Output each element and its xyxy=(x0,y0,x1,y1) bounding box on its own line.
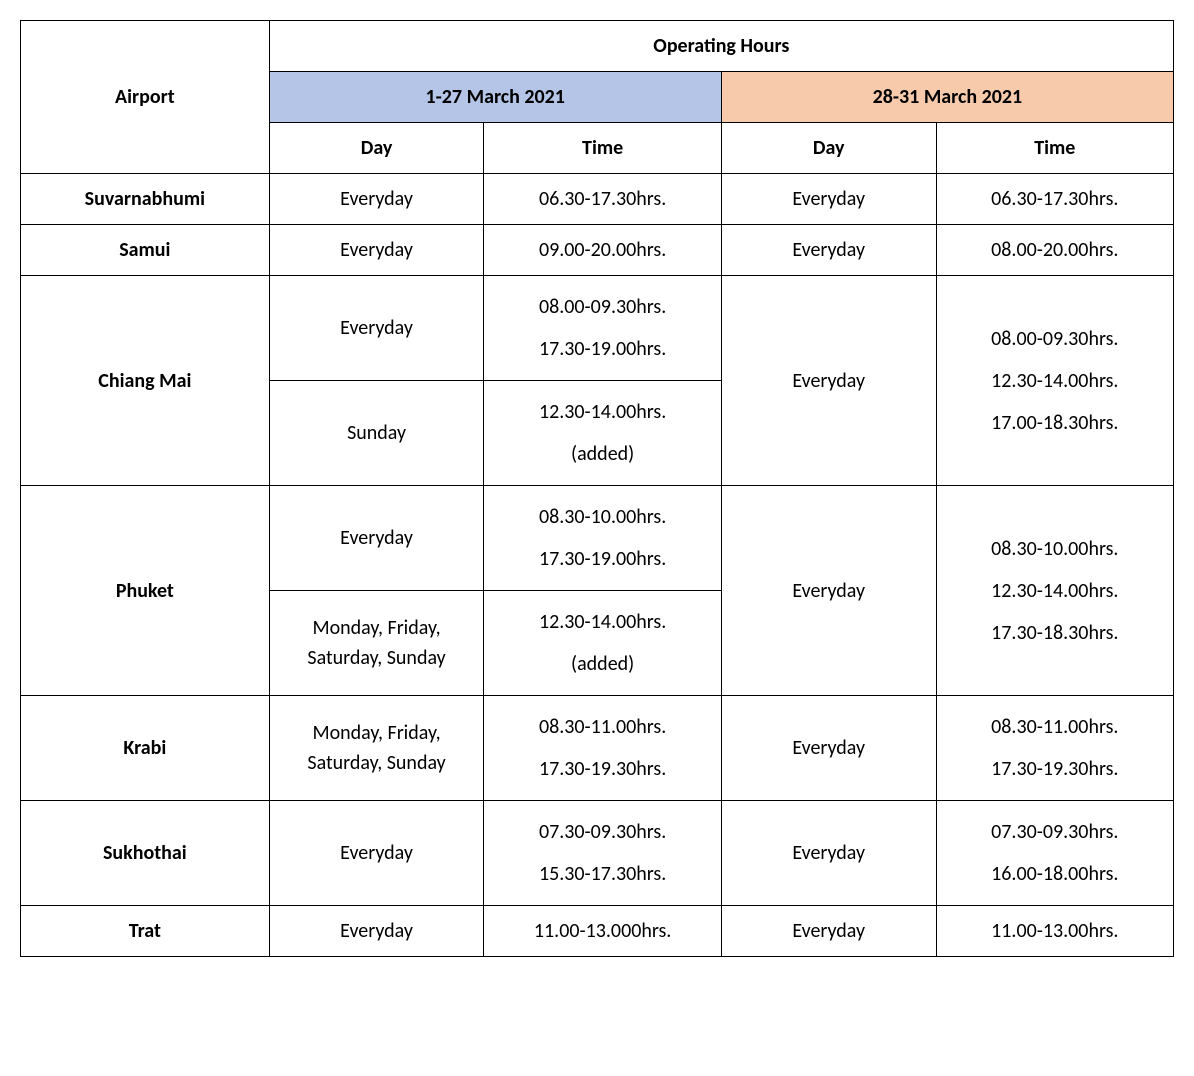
day-cell: Everyday xyxy=(269,486,484,591)
day-cell: Sunday xyxy=(269,381,484,486)
day-cell: Everyday xyxy=(269,276,484,381)
airport-name: Suvarnabhumi xyxy=(21,174,270,225)
day-cell: Everyday xyxy=(269,174,484,225)
day-cell: Monday, Friday, Saturday, Sunday xyxy=(269,696,484,801)
time-cell: 11.00-13.00hrs. xyxy=(936,906,1173,957)
table-row: Chiang MaiEveryday08.00-09.30hrs.17.30-1… xyxy=(21,276,1174,381)
header-period-b: 28-31 March 2021 xyxy=(721,72,1173,123)
day-cell: Everyday xyxy=(721,696,936,801)
time-cell: 08.30-11.00hrs.17.30-19.30hrs. xyxy=(936,696,1173,801)
header-period-a: 1-27 March 2021 xyxy=(269,72,721,123)
time-cell: 09.00-20.00hrs. xyxy=(484,225,721,276)
airport-name: Krabi xyxy=(21,696,270,801)
table-body: SuvarnabhumiEveryday06.30-17.30hrs.Every… xyxy=(21,174,1174,957)
airport-name: Samui xyxy=(21,225,270,276)
header-time-b: Time xyxy=(936,123,1173,174)
table-row: TratEveryday11.00-13.000hrs.Everyday11.0… xyxy=(21,906,1174,957)
day-cell: Monday, Friday, Saturday, Sunday xyxy=(269,591,484,696)
day-cell: Everyday xyxy=(269,225,484,276)
header-time-a: Time xyxy=(484,123,721,174)
header-day-a: Day xyxy=(269,123,484,174)
airport-name: Sukhothai xyxy=(21,801,270,906)
time-cell: 12.30-14.00hrs.(added) xyxy=(484,591,721,696)
header-airport: Airport xyxy=(21,21,270,174)
airport-name: Phuket xyxy=(21,486,270,696)
table-row: KrabiMonday, Friday, Saturday, Sunday08.… xyxy=(21,696,1174,801)
day-cell: Everyday xyxy=(269,906,484,957)
day-cell: Everyday xyxy=(721,276,936,486)
header-day-b: Day xyxy=(721,123,936,174)
time-cell: 08.30-10.00hrs.12.30-14.00hrs.17.30-18.3… xyxy=(936,486,1173,696)
day-cell: Everyday xyxy=(721,801,936,906)
time-cell: 12.30-14.00hrs.(added) xyxy=(484,381,721,486)
airport-name: Trat xyxy=(21,906,270,957)
time-cell: 08.00-09.30hrs.17.30-19.00hrs. xyxy=(484,276,721,381)
operating-hours-table: Airport Operating Hours 1-27 March 2021 … xyxy=(20,20,1174,957)
day-cell: Everyday xyxy=(721,174,936,225)
time-cell: 08.30-11.00hrs.17.30-19.30hrs. xyxy=(484,696,721,801)
day-cell: Everyday xyxy=(721,486,936,696)
time-cell: 06.30-17.30hrs. xyxy=(484,174,721,225)
time-cell: 08.00-20.00hrs. xyxy=(936,225,1173,276)
time-cell: 07.30-09.30hrs.15.30-17.30hrs. xyxy=(484,801,721,906)
time-cell: 06.30-17.30hrs. xyxy=(936,174,1173,225)
header-operating-hours: Operating Hours xyxy=(269,21,1173,72)
table-row: SukhothaiEveryday07.30-09.30hrs.15.30-17… xyxy=(21,801,1174,906)
table-row: PhuketEveryday08.30-10.00hrs.17.30-19.00… xyxy=(21,486,1174,591)
day-cell: Everyday xyxy=(269,801,484,906)
time-cell: 07.30-09.30hrs.16.00-18.00hrs. xyxy=(936,801,1173,906)
time-cell: 08.00-09.30hrs.12.30-14.00hrs.17.00-18.3… xyxy=(936,276,1173,486)
day-cell: Everyday xyxy=(721,225,936,276)
day-cell: Everyday xyxy=(721,906,936,957)
table-row: SuvarnabhumiEveryday06.30-17.30hrs.Every… xyxy=(21,174,1174,225)
table-row: SamuiEveryday09.00-20.00hrs.Everyday08.0… xyxy=(21,225,1174,276)
time-cell: 11.00-13.000hrs. xyxy=(484,906,721,957)
airport-name: Chiang Mai xyxy=(21,276,270,486)
time-cell: 08.30-10.00hrs.17.30-19.00hrs. xyxy=(484,486,721,591)
